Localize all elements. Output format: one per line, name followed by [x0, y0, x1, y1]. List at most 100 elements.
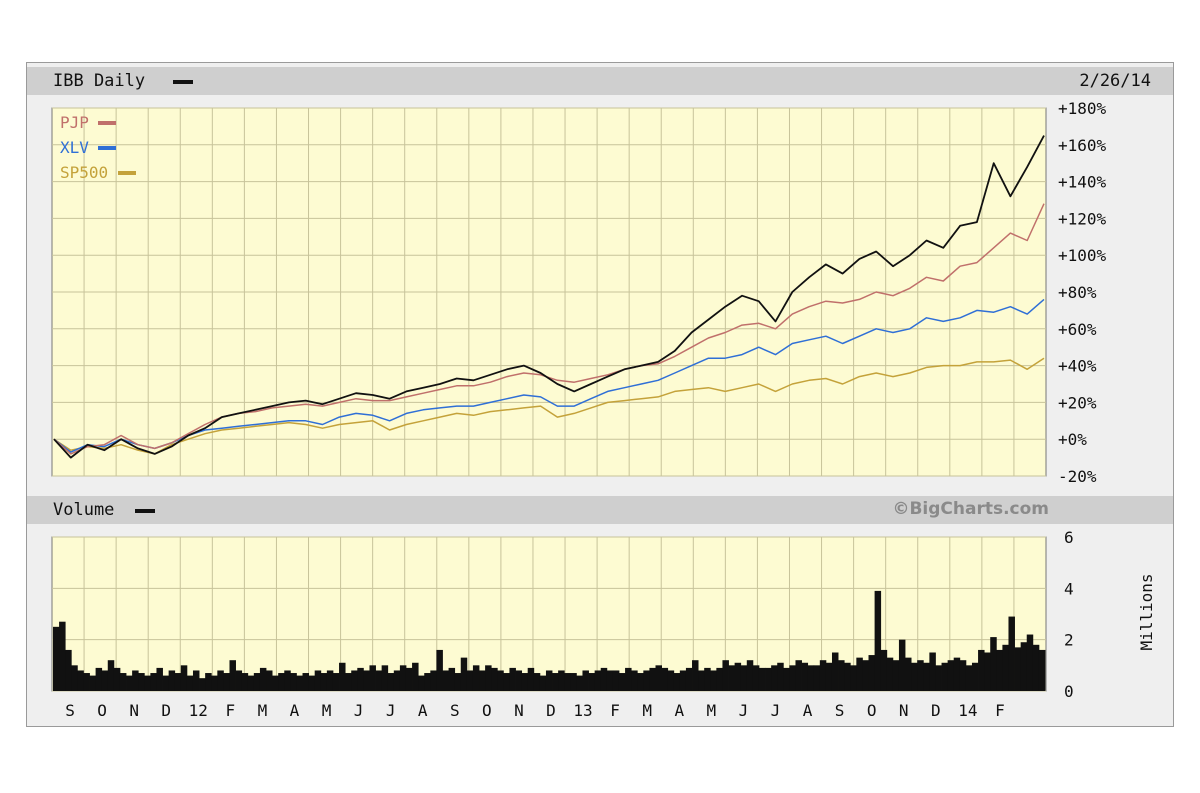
volume-bar: [898, 639, 906, 691]
volume-bar: [235, 670, 243, 691]
x-tick-label: 14: [958, 701, 977, 720]
volume-bar: [150, 673, 157, 691]
volume-bar: [412, 662, 419, 691]
volume-bar: [953, 657, 961, 691]
volume-bar: [545, 670, 553, 691]
volume-bar: [625, 667, 632, 691]
volume-bar: [612, 670, 620, 691]
volume-bar: [752, 665, 760, 691]
price-y-tick-label: +100%: [1058, 246, 1107, 265]
volume-bar: [77, 670, 84, 691]
volume-bar: [582, 670, 589, 691]
volume-bar: [978, 649, 985, 691]
volume-bar: [436, 649, 443, 691]
volume-bar: [89, 675, 97, 691]
volume-bar: [272, 675, 279, 691]
volume-bar: [740, 665, 748, 691]
volume-bar: [685, 667, 693, 691]
volume-bar: [643, 670, 650, 691]
volume-bar: [594, 670, 602, 691]
volume-bar: [935, 665, 942, 691]
volume-bar: [126, 675, 133, 691]
volume-bar: [405, 667, 413, 691]
x-tick-label: S: [835, 701, 845, 720]
volume-bar: [552, 673, 559, 691]
volume-bar: [205, 673, 212, 691]
volume-bar: [369, 665, 376, 691]
volume-bar: [789, 665, 796, 691]
price-y-tick-label: +120%: [1058, 209, 1107, 228]
volume-bar: [679, 670, 687, 691]
volume-header-band: Volume ©BigCharts.com: [27, 496, 1173, 524]
volume-bars-group: [53, 590, 1046, 691]
legend-label-sp500: SP500: [60, 163, 108, 182]
volume-bar: [1014, 647, 1022, 691]
volume-bar: [1026, 634, 1034, 691]
x-tick-label: F: [226, 701, 236, 720]
volume-bar: [710, 670, 717, 691]
volume-y-tick-label: 2: [1064, 631, 1074, 650]
series-line-xlv: [53, 298, 1045, 453]
volume-bar: [1032, 644, 1040, 691]
volume-bar: [332, 673, 340, 691]
volume-bar: [351, 670, 358, 691]
volume-bar: [168, 670, 176, 691]
volume-bar: [819, 660, 827, 691]
volume-bar: [588, 673, 596, 691]
x-tick-label: D: [931, 701, 941, 720]
volume-bar: [716, 667, 723, 691]
x-tick-label: O: [867, 701, 877, 720]
volume-bar: [990, 637, 997, 691]
x-tick-label: S: [65, 701, 75, 720]
volume-bar: [856, 657, 863, 691]
x-tick-label: A: [803, 701, 813, 720]
volume-bar: [180, 665, 188, 691]
legend-label-pjp: PJP: [60, 113, 89, 132]
volume-y-tick-label: 4: [1064, 579, 1074, 598]
volume-bar: [515, 670, 523, 691]
volume-bar: [156, 667, 163, 691]
volume-bar: [631, 670, 638, 691]
volume-bar: [217, 670, 224, 691]
volume-bar: [1008, 616, 1015, 691]
volume-bar: [466, 670, 474, 691]
volume-bar: [905, 657, 912, 691]
volume-bar: [53, 626, 60, 691]
volume-bar: [472, 665, 480, 691]
x-tick-label: N: [514, 701, 524, 720]
volume-bar: [533, 673, 541, 691]
price-y-tick-label: +60%: [1058, 320, 1097, 339]
price-y-tick-label: +20%: [1058, 393, 1097, 412]
volume-bar: [971, 662, 979, 691]
volume-bar: [996, 649, 1003, 691]
volume-bar: [1038, 649, 1046, 691]
price-header-band: IBB Daily 2/26/14: [27, 67, 1173, 95]
x-tick-label: M: [707, 701, 717, 720]
volume-bar: [284, 670, 291, 691]
volume-bar: [399, 665, 407, 691]
volume-bar: [777, 662, 784, 691]
volume-bar: [296, 675, 303, 691]
volume-bar: [698, 670, 705, 691]
volume-bar: [521, 673, 529, 691]
volume-bar: [503, 673, 510, 691]
volume-bar: [278, 673, 285, 691]
volume-bar: [479, 670, 486, 691]
volume-bar: [71, 665, 78, 691]
price-y-tick-label: -20%: [1058, 467, 1097, 486]
volume-y-axis: 6 4 2 0: [1064, 528, 1074, 701]
volume-bar: [527, 667, 535, 691]
volume-bar: [107, 660, 115, 691]
volume-bar: [485, 665, 492, 691]
volume-bar: [1020, 642, 1028, 691]
volume-bar: [174, 673, 182, 691]
volume-bar: [326, 670, 334, 691]
volume-bar: [65, 649, 72, 691]
x-tick-label: S: [450, 701, 460, 720]
volume-bar: [558, 670, 565, 691]
volume-bar: [758, 667, 766, 691]
volume-bar: [661, 667, 669, 691]
volume-bar: [862, 660, 869, 691]
volume-bar: [765, 667, 772, 691]
volume-bar: [704, 667, 711, 691]
